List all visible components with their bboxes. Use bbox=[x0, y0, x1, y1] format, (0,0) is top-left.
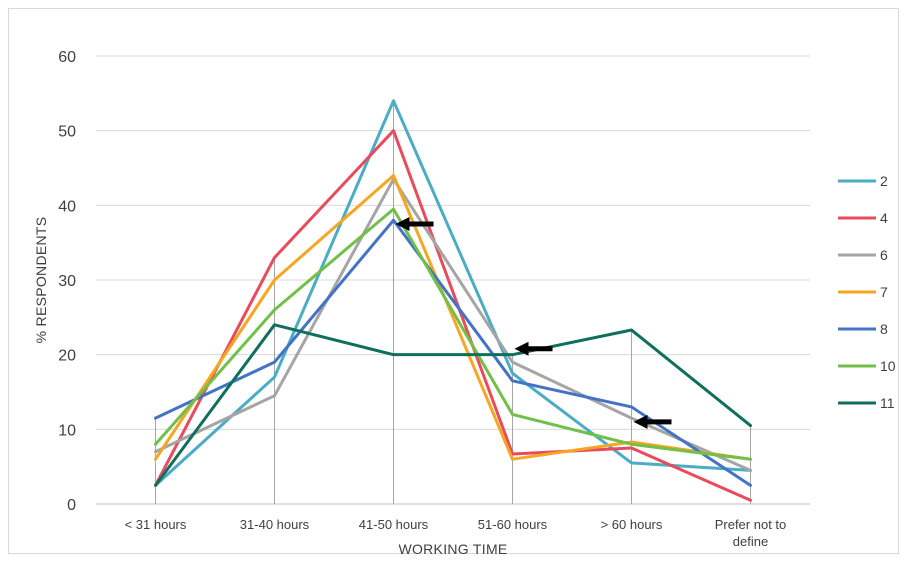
series-line-2 bbox=[154, 99, 752, 487]
y-tick-label: 0 bbox=[67, 497, 76, 514]
annotation-arrow bbox=[633, 414, 672, 429]
x-tick-label: 51-60 hours bbox=[478, 517, 548, 532]
legend-label: 10 bbox=[880, 358, 896, 374]
chart-border bbox=[8, 8, 899, 554]
legend-item: 8 bbox=[838, 321, 888, 337]
x-tick-label: define bbox=[733, 534, 768, 549]
legend-label: 6 bbox=[880, 247, 888, 263]
x-axis-ticks: < 31 hours 31-40 hours 41-50 hours 51-60 ho… bbox=[125, 517, 787, 549]
legend-item: 7 bbox=[838, 284, 888, 300]
series-line-7 bbox=[154, 173, 752, 461]
x-tick-label: > 60 hours bbox=[601, 517, 663, 532]
series-line-10 bbox=[154, 207, 752, 461]
y-axis-ticks: 0 10 20 30 40 50 60 bbox=[58, 49, 76, 514]
legend-label: 4 bbox=[880, 210, 888, 226]
series-line-4 bbox=[154, 129, 752, 502]
y-tick-label: 40 bbox=[58, 198, 76, 215]
legend-label: 11 bbox=[880, 395, 895, 411]
y-tick-label: 20 bbox=[58, 348, 76, 365]
legend-item: 10 bbox=[838, 358, 896, 374]
y-tick-label: 60 bbox=[58, 49, 76, 66]
y-tick-label: 50 bbox=[58, 124, 76, 141]
y-tick-label: 30 bbox=[58, 273, 76, 290]
legend-item: 2 bbox=[838, 173, 888, 189]
legend-item: 6 bbox=[838, 247, 888, 263]
series-line-11 bbox=[154, 323, 752, 487]
legend: 2 4 6 7 8 10 11 bbox=[838, 173, 896, 411]
legend-item: 4 bbox=[838, 210, 888, 226]
y-tick-label: 10 bbox=[58, 422, 76, 439]
legend-label: 7 bbox=[880, 284, 888, 300]
series-layer bbox=[154, 99, 752, 502]
annotations bbox=[395, 217, 672, 429]
annotation-arrow bbox=[395, 217, 434, 231]
legend-item: 11 bbox=[838, 395, 895, 411]
x-tick-label: < 31 hours bbox=[125, 517, 187, 532]
legend-label: 8 bbox=[880, 321, 888, 337]
annotation-arrow bbox=[514, 341, 553, 356]
series-line-6 bbox=[154, 177, 752, 472]
x-axis-title: WORKING TIME bbox=[398, 541, 507, 557]
y-axis-title: % RESPONDENTS bbox=[33, 217, 49, 344]
x-tick-label: 31-40 hours bbox=[240, 517, 310, 532]
x-tick-label: 41-50 hours bbox=[359, 517, 429, 532]
legend-label: 2 bbox=[880, 173, 888, 189]
x-tick-label: Prefer not to bbox=[715, 517, 787, 532]
